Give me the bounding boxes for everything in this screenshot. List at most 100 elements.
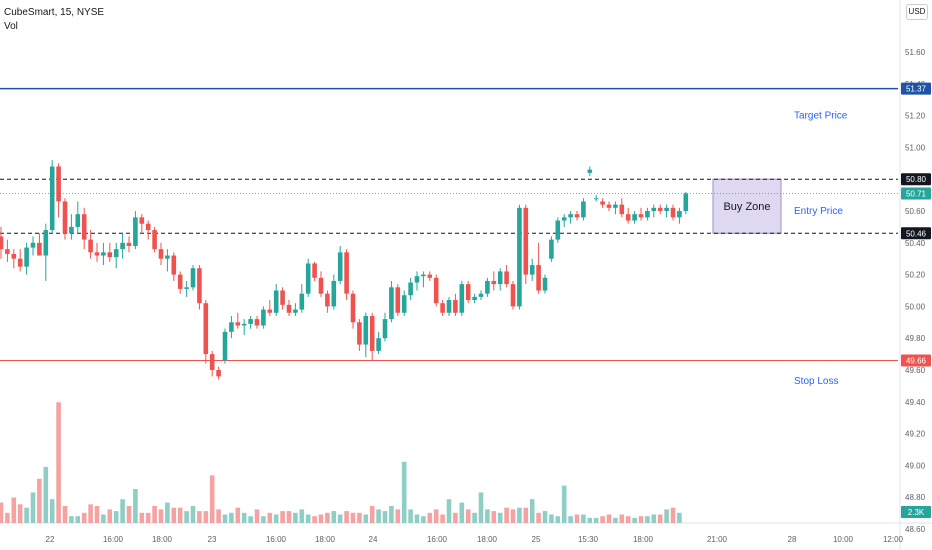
candle-body[interactable] [203, 303, 209, 355]
candle-body[interactable] [523, 207, 529, 275]
candle-body[interactable] [613, 204, 618, 208]
candle-body[interactable] [261, 309, 266, 326]
candle-body[interactable] [529, 265, 535, 275]
candle-body[interactable] [75, 214, 81, 227]
candle-body[interactable] [69, 226, 74, 234]
candle-body[interactable] [536, 265, 541, 291]
candle-body[interactable] [37, 242, 42, 256]
candle-body[interactable] [139, 217, 145, 224]
candle-body[interactable] [465, 284, 471, 301]
candle-body[interactable] [5, 249, 10, 254]
candle-body[interactable] [581, 201, 586, 218]
candle-body[interactable] [401, 295, 407, 313]
candle-body[interactable] [408, 282, 413, 296]
currency-button[interactable]: USD [906, 4, 928, 20]
candle-body[interactable] [459, 284, 465, 313]
candle-body[interactable] [337, 252, 343, 281]
candle-body[interactable] [555, 220, 561, 240]
volume-indicator-label[interactable]: Vol [4, 21, 18, 32]
candle-body[interactable] [376, 338, 381, 351]
candle-body[interactable] [177, 274, 183, 289]
candle-body[interactable] [510, 284, 516, 307]
candle-body[interactable] [241, 323, 247, 326]
candle-body[interactable] [325, 293, 330, 307]
candle-body[interactable] [145, 223, 151, 231]
candle-body[interactable] [414, 276, 420, 283]
candle-body[interactable] [357, 322, 362, 345]
candle-body[interactable] [312, 263, 317, 278]
candle-body[interactable] [344, 252, 349, 294]
candle-body[interactable] [427, 274, 433, 278]
candle-body[interactable] [152, 230, 157, 250]
candle-body[interactable] [670, 207, 676, 218]
candle-body[interactable] [235, 322, 241, 326]
candle-body[interactable] [331, 280, 337, 307]
candle-body[interactable] [197, 268, 202, 304]
candle-body[interactable] [24, 247, 29, 267]
candle-body[interactable] [184, 287, 189, 289]
candle-body[interactable] [619, 204, 625, 215]
candle-body[interactable] [363, 315, 369, 345]
candle-body[interactable] [421, 274, 426, 277]
candle-body[interactable] [30, 242, 36, 248]
candle-body[interactable] [299, 293, 305, 310]
candle-body[interactable] [369, 315, 375, 351]
candle-body[interactable] [395, 287, 401, 313]
candle-body[interactable] [43, 230, 49, 256]
candle-body[interactable] [497, 271, 503, 285]
candle-body[interactable] [683, 193, 689, 211]
candle-body[interactable] [17, 258, 23, 267]
candle-body[interactable] [88, 239, 93, 253]
candle-body[interactable] [171, 255, 177, 275]
buy-zone-box[interactable] [712, 178, 782, 234]
candle-body[interactable] [625, 214, 631, 221]
candle-body[interactable] [606, 204, 612, 208]
candle-body[interactable] [133, 217, 138, 246]
candle-body[interactable] [101, 252, 106, 256]
candle-body[interactable] [485, 280, 490, 294]
candle-body[interactable] [216, 370, 221, 377]
candle-body[interactable] [11, 253, 17, 259]
candle-body[interactable] [0, 236, 4, 250]
candle-body[interactable] [478, 293, 484, 297]
candle-body[interactable] [107, 252, 113, 258]
candle-body[interactable] [638, 214, 644, 218]
candle-body[interactable] [600, 201, 605, 205]
candle-body[interactable] [542, 277, 548, 291]
candle-body[interactable] [453, 300, 458, 313]
candle-body[interactable] [209, 354, 215, 370]
symbol-title[interactable]: CubeSmart, 15, NYSE [4, 7, 105, 18]
candle-body[interactable] [517, 207, 522, 307]
candle-body[interactable] [190, 268, 196, 288]
candle-body[interactable] [446, 300, 452, 313]
candle-body[interactable] [280, 290, 285, 305]
candle-body[interactable] [81, 214, 87, 240]
candle-body[interactable] [568, 214, 573, 218]
candle-body[interactable] [248, 319, 253, 324]
candle-body[interactable] [549, 239, 554, 259]
candle-body[interactable] [651, 207, 657, 211]
candle-body[interactable] [491, 280, 497, 285]
candle-body[interactable] [62, 201, 68, 234]
candle-body[interactable] [94, 252, 100, 256]
candle-body[interactable] [273, 290, 279, 313]
candle-body[interactable] [389, 287, 394, 320]
candle-body[interactable] [254, 319, 260, 326]
candle-body[interactable] [229, 322, 234, 332]
candle-body[interactable] [657, 207, 663, 211]
candle-body[interactable] [433, 277, 439, 304]
candle-body[interactable] [222, 331, 228, 361]
candle-body[interactable] [632, 214, 637, 221]
candle-body[interactable] [440, 303, 445, 313]
candle-body[interactable] [165, 255, 170, 259]
candle-body[interactable] [113, 249, 119, 258]
candle-body[interactable] [350, 293, 356, 323]
candle-body[interactable] [318, 277, 324, 294]
candle-body[interactable] [49, 166, 55, 231]
candle-body[interactable] [293, 309, 298, 313]
candle-body[interactable] [382, 319, 388, 339]
candle-body[interactable] [574, 214, 580, 218]
candle-body[interactable] [56, 166, 61, 202]
candle-body[interactable] [593, 198, 599, 200]
